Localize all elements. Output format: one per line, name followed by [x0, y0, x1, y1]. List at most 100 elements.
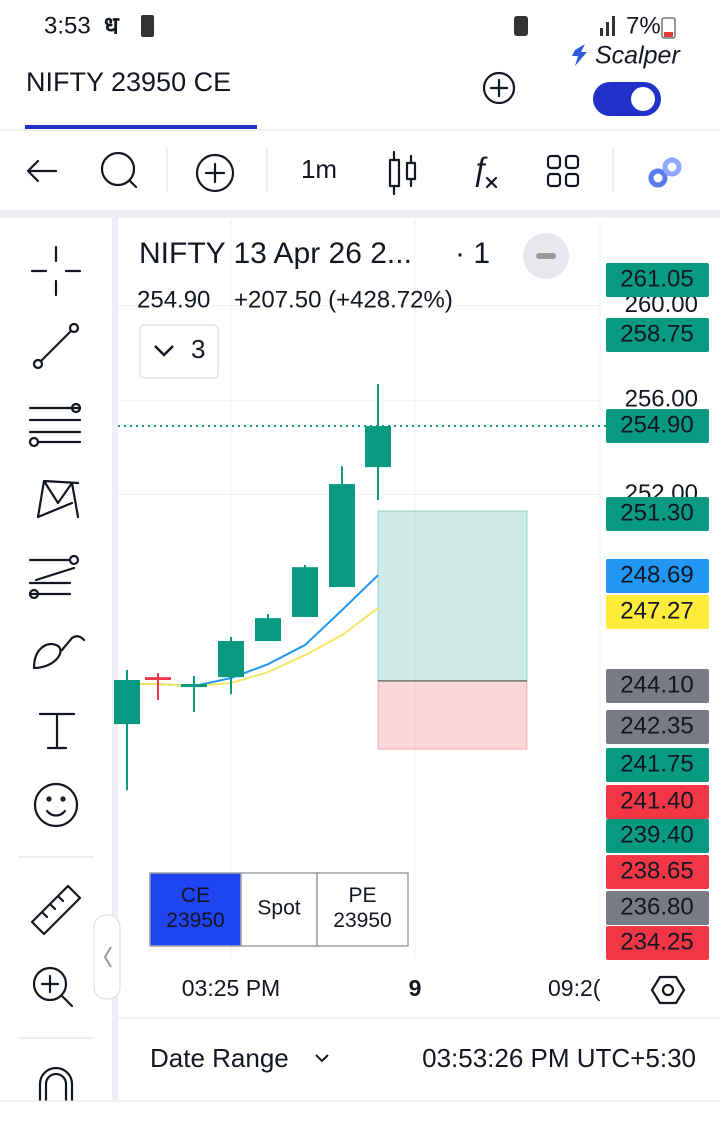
battery-level: 7%	[626, 12, 661, 39]
segment-label: Spot	[257, 897, 300, 920]
candle-body	[329, 484, 355, 587]
back-button[interactable]	[26, 159, 58, 183]
indicators-x	[485, 176, 498, 189]
x-axis-label: 09:2(	[548, 975, 601, 1001]
x-axis-label: 9	[409, 975, 422, 1001]
price-label-box	[606, 559, 709, 593]
trendline-tool[interactable]	[32, 322, 80, 370]
price-label: 258.75	[620, 320, 693, 347]
price-label: 248.69	[620, 561, 693, 588]
price-label-box	[606, 710, 709, 744]
status-glyph: ध	[104, 12, 120, 39]
chart-type-button[interactable]	[388, 150, 417, 196]
divider	[112, 218, 118, 1100]
projection-tool[interactable]	[28, 554, 80, 600]
interval-label: · 1	[455, 237, 490, 270]
candle-body	[365, 426, 391, 468]
price-label: 247.27	[620, 597, 693, 624]
candle-body	[181, 683, 207, 688]
price-label-box	[606, 595, 709, 629]
price-label: 254.90	[620, 411, 693, 438]
brush-tool[interactable]	[32, 635, 86, 670]
signal-icons	[514, 16, 676, 39]
price-label-box	[606, 926, 709, 960]
profit-zone	[377, 510, 528, 682]
price-label-box	[606, 748, 709, 782]
price-label: 242.35	[620, 712, 693, 739]
segment-button[interactable]: Spot	[240, 872, 318, 947]
moving-average	[127, 574, 379, 688]
settings-button[interactable]	[650, 975, 686, 1005]
zoom-tool[interactable]	[32, 966, 74, 1008]
tab-indicator	[25, 125, 257, 129]
candle-body	[292, 567, 318, 617]
add-indicator[interactable]	[195, 153, 235, 193]
price-label-box	[606, 669, 709, 703]
indicators-button[interactable]: ƒ	[471, 150, 489, 186]
dropdown-arrow	[315, 1054, 329, 1063]
crosshair-tool[interactable]	[30, 245, 82, 297]
price-label: 261.05	[620, 265, 693, 292]
interval-button[interactable]: 1m	[301, 154, 337, 184]
segment-label: 23950	[333, 909, 391, 932]
moving-average	[127, 607, 379, 688]
drawing-toolbar	[18, 245, 94, 1102]
segment-label: PE	[348, 884, 376, 907]
price-label-box	[606, 855, 709, 889]
fib-tool[interactable]	[28, 402, 82, 448]
indicators-dropdown[interactable]	[139, 324, 219, 379]
price-label-box	[606, 497, 709, 531]
date-range-button[interactable]: Date Range	[150, 1043, 289, 1073]
segment-label: 23950	[166, 909, 224, 932]
status-time: 3:53	[44, 12, 91, 39]
magnet-tool[interactable]	[38, 1066, 74, 1102]
price-label: 251.30	[620, 499, 693, 526]
loss-zone	[377, 680, 528, 750]
symbol-tab[interactable]: NIFTY 23950 CE	[26, 67, 231, 97]
price-label-box	[606, 785, 709, 819]
layout-button[interactable]	[546, 154, 580, 188]
text-tool[interactable]	[38, 712, 76, 750]
price-label-box	[606, 891, 709, 925]
price-label-box	[606, 318, 709, 352]
emoji-tool[interactable]	[33, 782, 79, 828]
segment-box	[149, 872, 242, 947]
candle-body	[114, 679, 140, 725]
pattern-tool[interactable]	[36, 479, 80, 519]
collapse-arrow	[103, 946, 112, 968]
price-label-box	[606, 263, 709, 297]
price-change: +207.50 (+428.72%)	[234, 286, 453, 313]
price-label: 234.25	[620, 928, 693, 955]
link-button[interactable]	[648, 157, 682, 188]
x-axis-label: 03:25 PM	[182, 975, 280, 1001]
divider	[0, 210, 720, 218]
candle-body	[145, 677, 171, 680]
segment-label: CE	[181, 884, 210, 907]
price-label-box	[606, 819, 709, 853]
scalper-icon	[572, 44, 587, 66]
price-label: 236.80	[620, 893, 693, 920]
scalper-label: Scalper	[595, 42, 681, 70]
y-tick-label: 256.00	[625, 385, 698, 412]
last-price: 254.90	[137, 286, 210, 313]
candle-body	[255, 618, 281, 642]
price-label: 239.40	[620, 821, 693, 848]
price-label: 241.75	[620, 750, 693, 777]
price-label: 238.65	[620, 857, 693, 884]
footer-time: 03:53:26 PM UTC+5:30	[422, 1043, 696, 1073]
search-button[interactable]	[100, 151, 138, 189]
add-tab[interactable]	[482, 71, 516, 105]
segment-box	[316, 872, 409, 947]
collapse-legend[interactable]	[523, 233, 569, 279]
scalper-toggle[interactable]	[593, 82, 661, 116]
chart-area: 260.00256.00252.00261.05258.75254.90251.…	[114, 220, 709, 1001]
collapse-handle[interactable]	[93, 914, 121, 1000]
candle-body	[218, 641, 244, 678]
price-label: 241.40	[620, 787, 693, 814]
ruler-tool[interactable]	[30, 884, 82, 936]
status-icon	[141, 15, 154, 37]
toolbar	[0, 130, 720, 210]
